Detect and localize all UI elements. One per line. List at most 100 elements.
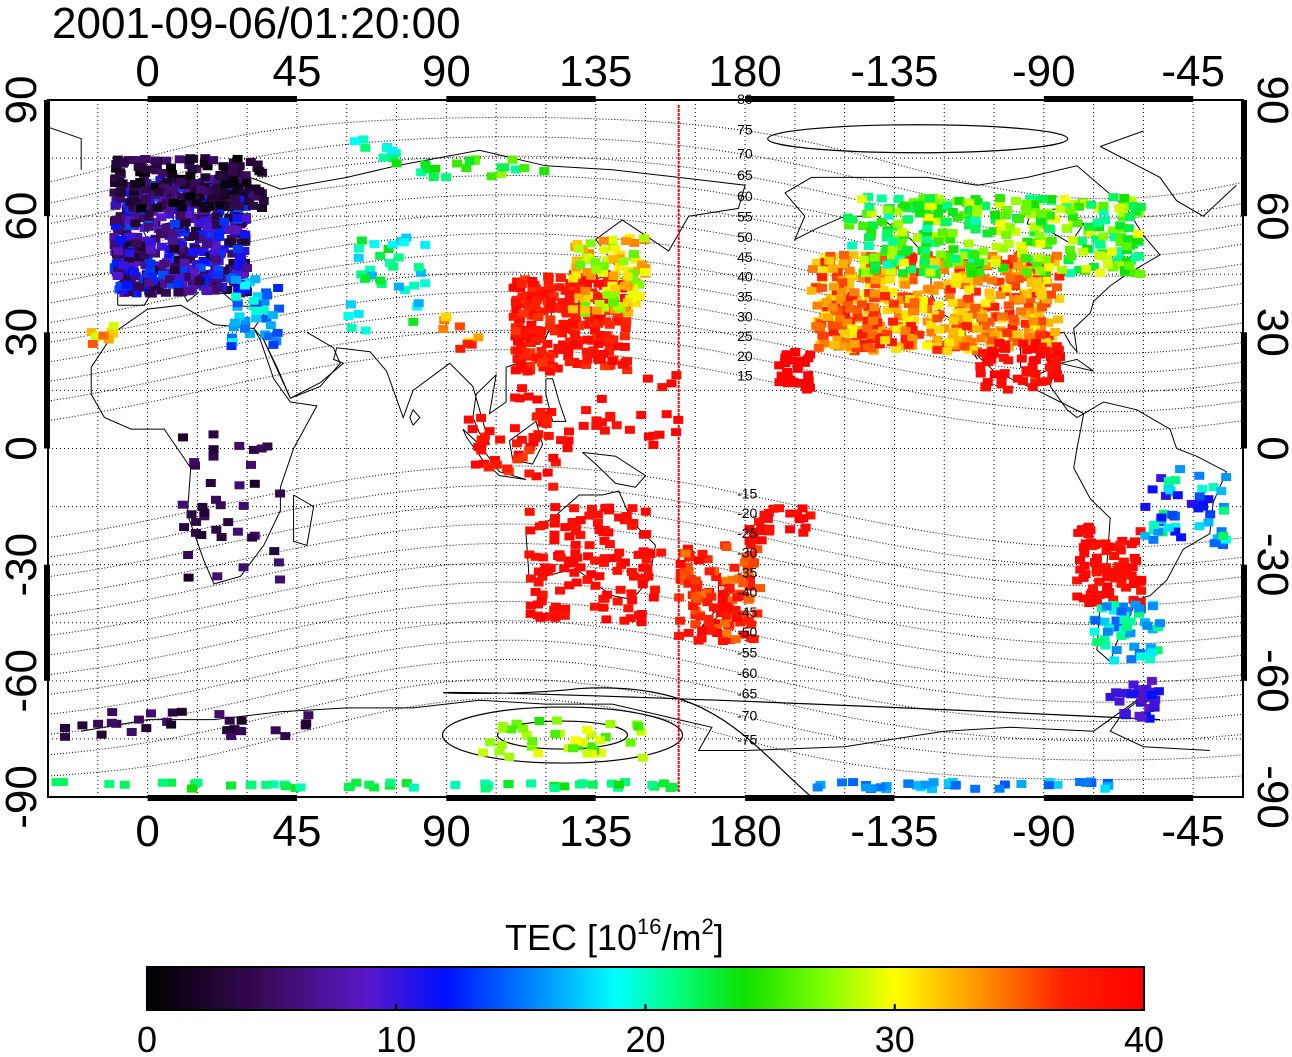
tec-point xyxy=(704,567,715,576)
tec-point xyxy=(980,382,991,391)
tec-point xyxy=(473,333,484,342)
tec-point xyxy=(752,545,763,554)
tec-point xyxy=(675,559,686,568)
tec-point xyxy=(619,332,630,341)
tec-point xyxy=(926,328,937,337)
tec-point xyxy=(1043,318,1054,327)
tec-point xyxy=(1108,193,1119,202)
tec-point xyxy=(568,305,579,314)
tec-point xyxy=(918,296,928,305)
tec-point xyxy=(614,548,625,557)
tec-point xyxy=(539,167,550,176)
tec-point xyxy=(1128,579,1139,588)
tec-point xyxy=(452,159,463,168)
tec-point xyxy=(232,299,243,308)
tec-point xyxy=(622,272,633,281)
tec-point xyxy=(939,324,950,333)
tec-point xyxy=(932,314,943,323)
tec-point xyxy=(1109,233,1120,242)
tec-point xyxy=(591,421,602,430)
tec-point xyxy=(1107,623,1118,632)
tec-point xyxy=(626,589,637,598)
tec-point xyxy=(1043,224,1054,233)
magnetic-contour xyxy=(48,291,1243,374)
tec-point xyxy=(577,738,588,747)
tec-point xyxy=(168,198,179,207)
tec-point xyxy=(1134,609,1144,618)
magnetic-contour-oval xyxy=(441,706,684,764)
tec-point xyxy=(196,185,207,194)
tec-point xyxy=(586,570,597,579)
tec-point xyxy=(882,306,893,314)
tec-point xyxy=(234,726,245,735)
tec-point xyxy=(510,393,521,402)
tec-point xyxy=(564,290,575,299)
bottom-longitude-labels: 0 45 90 135 180 -135 -90 -45 xyxy=(135,807,1225,856)
tec-point xyxy=(680,549,691,558)
tec-point xyxy=(885,267,896,275)
tec-point xyxy=(1014,295,1025,303)
tec-point xyxy=(1065,245,1075,254)
tec-point xyxy=(594,300,605,308)
tec-point xyxy=(511,305,522,313)
tec-point xyxy=(591,265,602,274)
tec-point xyxy=(226,333,237,342)
tec-point xyxy=(1115,232,1126,241)
tec-point xyxy=(1137,695,1148,704)
tec-point xyxy=(194,219,205,228)
tec-point xyxy=(582,355,593,364)
tec-point xyxy=(1116,579,1127,588)
bottom-longitude-label: 180 xyxy=(708,807,781,856)
tec-point xyxy=(522,367,533,376)
tec-point xyxy=(508,283,519,292)
tec-point xyxy=(273,284,284,292)
tec-point xyxy=(232,527,243,536)
tec-point xyxy=(538,307,549,316)
tec-point xyxy=(828,264,839,273)
contour-label: -25 xyxy=(737,525,757,541)
tec-point xyxy=(186,215,197,224)
tec-point xyxy=(107,708,118,717)
tec-point xyxy=(829,341,840,349)
tec-point xyxy=(721,611,732,620)
tec-point xyxy=(671,428,682,437)
tec-point xyxy=(167,708,178,717)
tec-point xyxy=(167,280,178,289)
tec-point xyxy=(627,596,638,605)
tec-point xyxy=(866,227,877,235)
tec-point xyxy=(582,726,593,734)
tec-point xyxy=(1017,249,1028,258)
contour-label: 15 xyxy=(737,367,753,383)
top-longitude-label: 0 xyxy=(135,47,159,96)
tec-point xyxy=(1101,590,1112,599)
tec-point xyxy=(929,258,940,266)
tec-point xyxy=(533,567,544,576)
tec-point xyxy=(535,335,546,343)
tec-point xyxy=(928,286,939,295)
tec-point xyxy=(931,217,942,225)
tec-point xyxy=(220,268,231,277)
top-longitude-label: -45 xyxy=(1161,47,1225,96)
tec-point xyxy=(1136,575,1147,584)
tec-point xyxy=(1043,781,1054,790)
tec-point xyxy=(735,618,746,627)
tec-point xyxy=(582,749,593,758)
tec-point xyxy=(1007,254,1018,263)
tec-point xyxy=(1035,266,1046,275)
tec-point xyxy=(837,278,848,287)
tec-point xyxy=(473,442,484,451)
tec-point xyxy=(98,331,109,340)
tec-point xyxy=(868,307,879,316)
tec-point xyxy=(943,252,954,261)
tec-point xyxy=(1127,563,1138,572)
tec-point xyxy=(768,504,779,513)
tec-point xyxy=(504,752,515,761)
frame-bar-right xyxy=(1241,100,1247,217)
contour-label: -65 xyxy=(737,686,757,702)
tec-point xyxy=(856,300,867,309)
tec-point xyxy=(987,276,998,285)
tec-point xyxy=(596,418,607,427)
tec-point xyxy=(623,604,634,613)
tec-point xyxy=(774,361,785,370)
